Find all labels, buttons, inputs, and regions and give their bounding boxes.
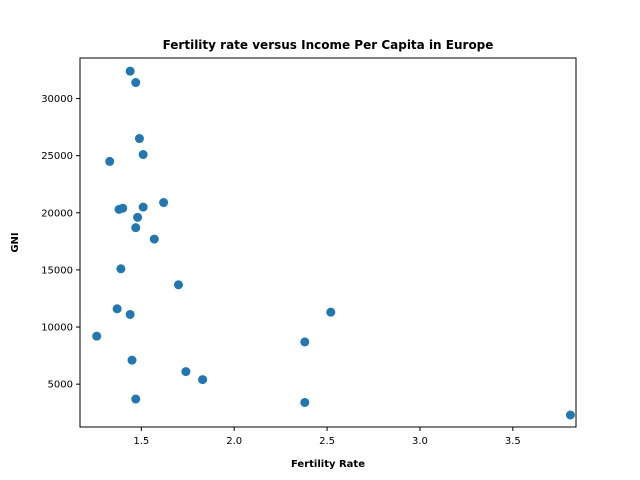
plot-frame (79, 57, 577, 428)
data-point (173, 280, 183, 290)
y-tick-label: 15000 (41, 265, 73, 276)
chart-title: Fertility rate versus Income Per Capita … (163, 38, 494, 52)
x-axis-label: Fertility Rate (291, 459, 365, 470)
y-tick-label: 20000 (41, 208, 73, 219)
data-point (105, 156, 115, 166)
x-tick-label: 3.0 (412, 436, 428, 447)
data-point (181, 367, 191, 377)
data-point (131, 394, 141, 404)
data-points (92, 66, 575, 420)
data-point (92, 331, 102, 341)
y-tick-label: 30000 (41, 94, 73, 105)
data-point (116, 264, 126, 274)
data-point (127, 355, 137, 365)
data-point (112, 304, 122, 314)
data-point (326, 307, 336, 317)
x-tick-label: 3.5 (505, 436, 521, 447)
y-axis-label: GNI (10, 232, 21, 252)
data-point (149, 234, 159, 244)
y-tick-label: 5000 (48, 380, 73, 391)
data-point (300, 397, 310, 407)
plot-area (79, 57, 577, 428)
x-tick-label: 2.0 (226, 436, 242, 447)
x-axis: 1.5 2.0 2.5 3.0 3.5 (133, 427, 521, 447)
data-point (300, 337, 310, 347)
data-point (159, 198, 169, 208)
data-point (133, 212, 143, 222)
data-point (565, 410, 575, 420)
data-point (134, 134, 144, 144)
x-tick-label: 2.5 (319, 436, 335, 447)
data-point (198, 375, 208, 385)
x-tick-label: 1.5 (133, 436, 149, 447)
data-point (125, 309, 135, 319)
data-point (131, 78, 141, 88)
y-axis: 5000 10000 15000 20000 25000 30000 (41, 94, 80, 391)
y-tick-label: 25000 (41, 151, 73, 162)
data-point (118, 203, 128, 213)
y-tick-label: 10000 (41, 323, 73, 334)
data-point (131, 223, 141, 233)
data-point (138, 202, 148, 212)
data-point (138, 150, 148, 160)
data-point (125, 66, 135, 76)
